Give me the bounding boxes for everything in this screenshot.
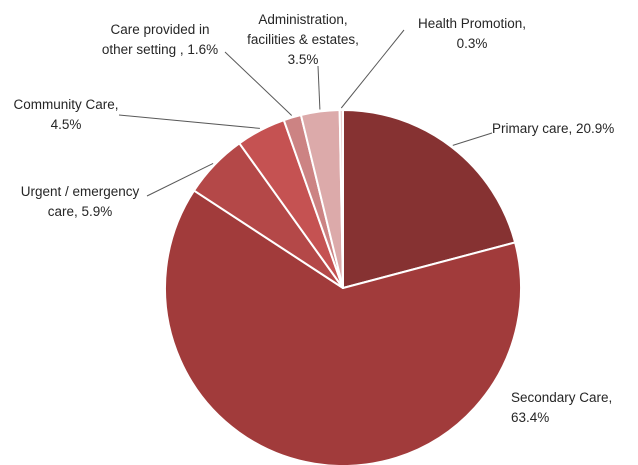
label-secondary-care: Secondary Care, 63.4%	[511, 390, 612, 425]
label-community-care: Community Care, 4.5%	[13, 97, 118, 132]
label-line: care, 5.9%	[48, 204, 113, 219]
label-line: other setting , 1.6%	[102, 42, 218, 57]
label-line: Care provided in	[110, 22, 209, 37]
leader-line-administration-facilities-estates	[317, 65, 321, 110]
slice-secondary-care	[164, 189, 522, 465]
label-line: 63.4%	[511, 410, 549, 425]
leader-line-primary-care	[452, 132, 493, 146]
label-line: Primary care, 20.9%	[492, 121, 614, 136]
pie-slices	[164, 108, 522, 465]
label-administration-facilities-estates: Administration, facilities & estates, 3.5%	[247, 12, 359, 67]
label-line: 3.5%	[288, 52, 319, 67]
label-line: facilities & estates,	[247, 32, 359, 47]
label-health-promotion: Health Promotion, 0.3%	[418, 16, 526, 51]
label-line: Administration,	[258, 12, 347, 27]
slice-health-promotion	[338, 108, 344, 289]
label-line: 4.5%	[51, 117, 82, 132]
leader-line-care-other-setting	[224, 51, 293, 116]
label-line: Health Promotion,	[418, 16, 526, 31]
slice-primary-care	[342, 109, 517, 289]
label-line: Community Care,	[13, 97, 118, 112]
leader-line-health-promotion	[340, 29, 405, 109]
label-line: 0.3%	[457, 36, 488, 51]
label-primary-care: Primary care, 20.9%	[492, 121, 614, 136]
label-care-other-setting: Care provided in other setting , 1.6%	[102, 22, 218, 57]
slice-labels: Primary care, 20.9% Secondary Care, 63.4% U…	[13, 12, 614, 425]
label-line: Secondary Care,	[511, 390, 612, 405]
leader-lines	[118, 29, 493, 197]
label-line: Urgent / emergency	[21, 184, 140, 199]
leader-line-community-care	[118, 114, 260, 129]
leader-line-urgent-emergency-care	[146, 162, 214, 197]
label-urgent-emergency-care: Urgent / emergency care, 5.9%	[21, 184, 140, 219]
